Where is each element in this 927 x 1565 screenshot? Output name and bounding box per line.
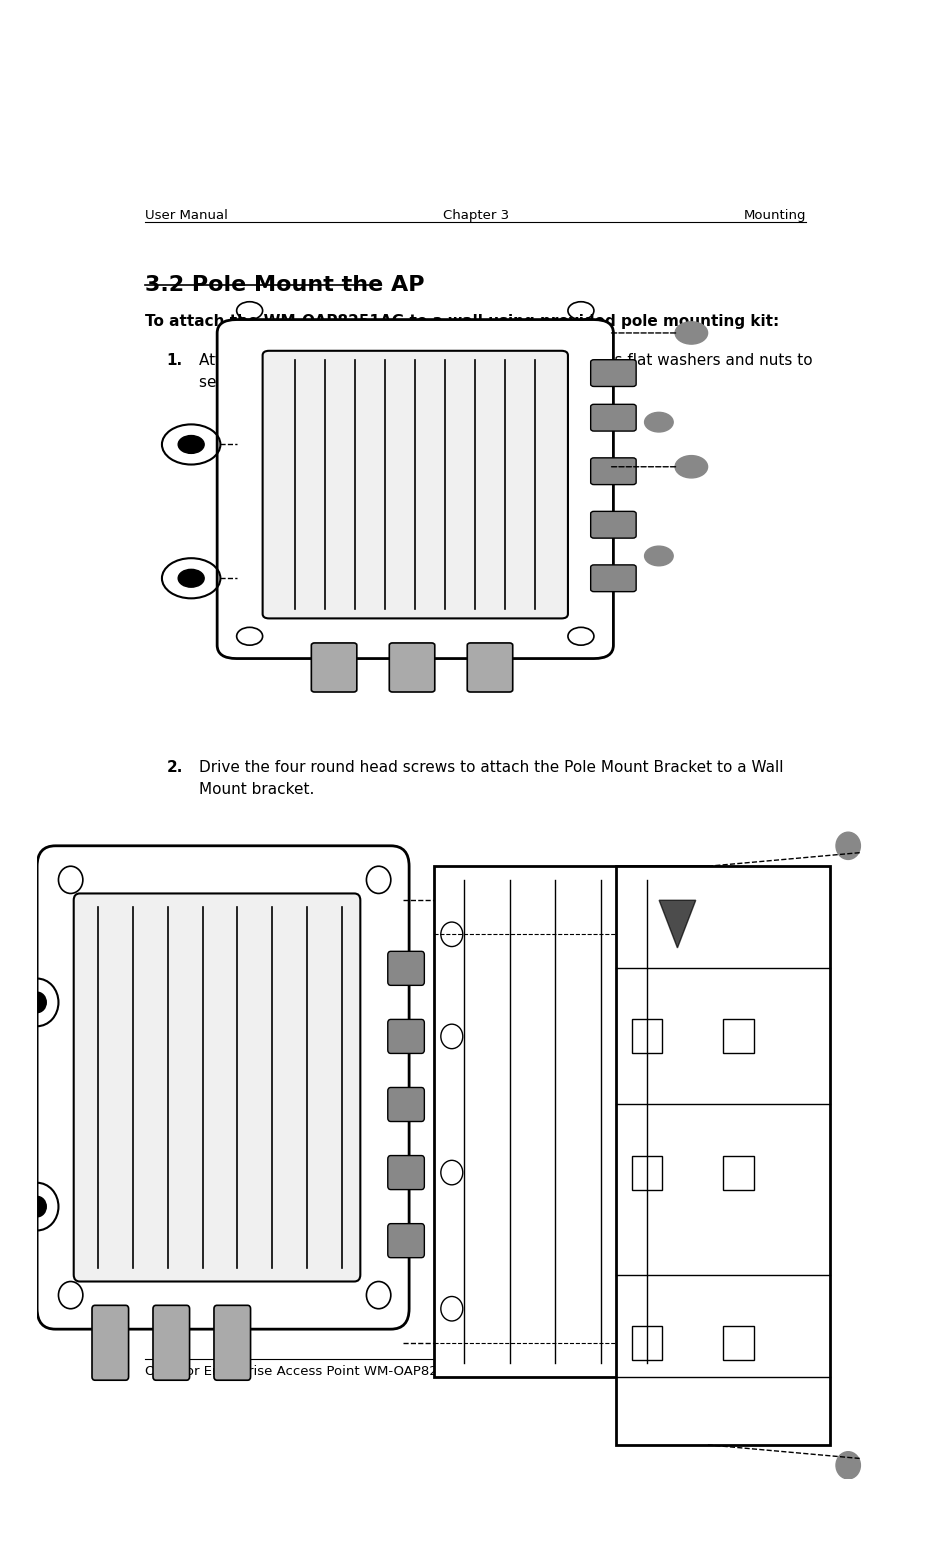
Text: User Manual: User Manual — [145, 210, 227, 222]
Polygon shape — [658, 900, 695, 948]
Bar — [722, 1019, 753, 1053]
Text: 26: 26 — [776, 1365, 793, 1377]
FancyBboxPatch shape — [217, 319, 613, 659]
FancyBboxPatch shape — [262, 351, 567, 618]
Bar — [631, 1326, 662, 1360]
Text: Drive the four round head screws to attach the Pole Mount Bracket to a Wall
Moun: Drive the four round head screws to atta… — [198, 761, 782, 798]
FancyBboxPatch shape — [433, 867, 707, 1377]
Bar — [631, 1155, 662, 1189]
FancyBboxPatch shape — [389, 643, 434, 692]
Bar — [631, 1019, 662, 1053]
Circle shape — [835, 833, 859, 859]
Circle shape — [674, 455, 706, 477]
FancyBboxPatch shape — [37, 845, 409, 1329]
Text: 3.2 Pole Mount the AP: 3.2 Pole Mount the AP — [145, 274, 424, 294]
Circle shape — [28, 1196, 46, 1218]
Text: Attach the device onto the wall by tightening the bolt’s flat washers and nuts t: Attach the device onto the wall by tight… — [198, 352, 811, 390]
FancyBboxPatch shape — [387, 1019, 424, 1053]
Text: Chapter 3: Chapter 3 — [442, 210, 508, 222]
FancyBboxPatch shape — [153, 1305, 189, 1380]
Text: 1.: 1. — [166, 352, 183, 368]
FancyBboxPatch shape — [311, 643, 357, 692]
FancyBboxPatch shape — [590, 404, 636, 430]
FancyBboxPatch shape — [590, 360, 636, 387]
Circle shape — [178, 435, 204, 454]
Circle shape — [835, 1452, 859, 1479]
FancyBboxPatch shape — [92, 1305, 129, 1380]
Text: Mounting: Mounting — [743, 210, 806, 222]
FancyBboxPatch shape — [759, 1357, 809, 1383]
FancyBboxPatch shape — [387, 952, 424, 986]
FancyBboxPatch shape — [590, 459, 636, 485]
FancyBboxPatch shape — [590, 512, 636, 538]
Circle shape — [178, 570, 204, 587]
Text: Outdoor Enterprise Access Point WM-OAP8251AG: Outdoor Enterprise Access Point WM-OAP82… — [145, 1365, 473, 1377]
FancyBboxPatch shape — [616, 867, 829, 1444]
FancyBboxPatch shape — [214, 1305, 250, 1380]
FancyBboxPatch shape — [387, 1224, 424, 1258]
Circle shape — [644, 412, 672, 432]
FancyBboxPatch shape — [590, 565, 636, 592]
Bar — [722, 1326, 753, 1360]
Circle shape — [674, 322, 706, 344]
FancyBboxPatch shape — [467, 643, 512, 692]
Bar — [722, 1155, 753, 1189]
FancyBboxPatch shape — [387, 1088, 424, 1122]
FancyBboxPatch shape — [73, 894, 360, 1282]
Circle shape — [644, 546, 672, 567]
Text: To attach the WM-OAP8251AG to a wall using provided pole mounting kit:: To attach the WM-OAP8251AG to a wall usi… — [145, 315, 778, 329]
Text: 2.: 2. — [166, 761, 183, 775]
FancyBboxPatch shape — [387, 1155, 424, 1189]
Circle shape — [28, 992, 46, 1013]
